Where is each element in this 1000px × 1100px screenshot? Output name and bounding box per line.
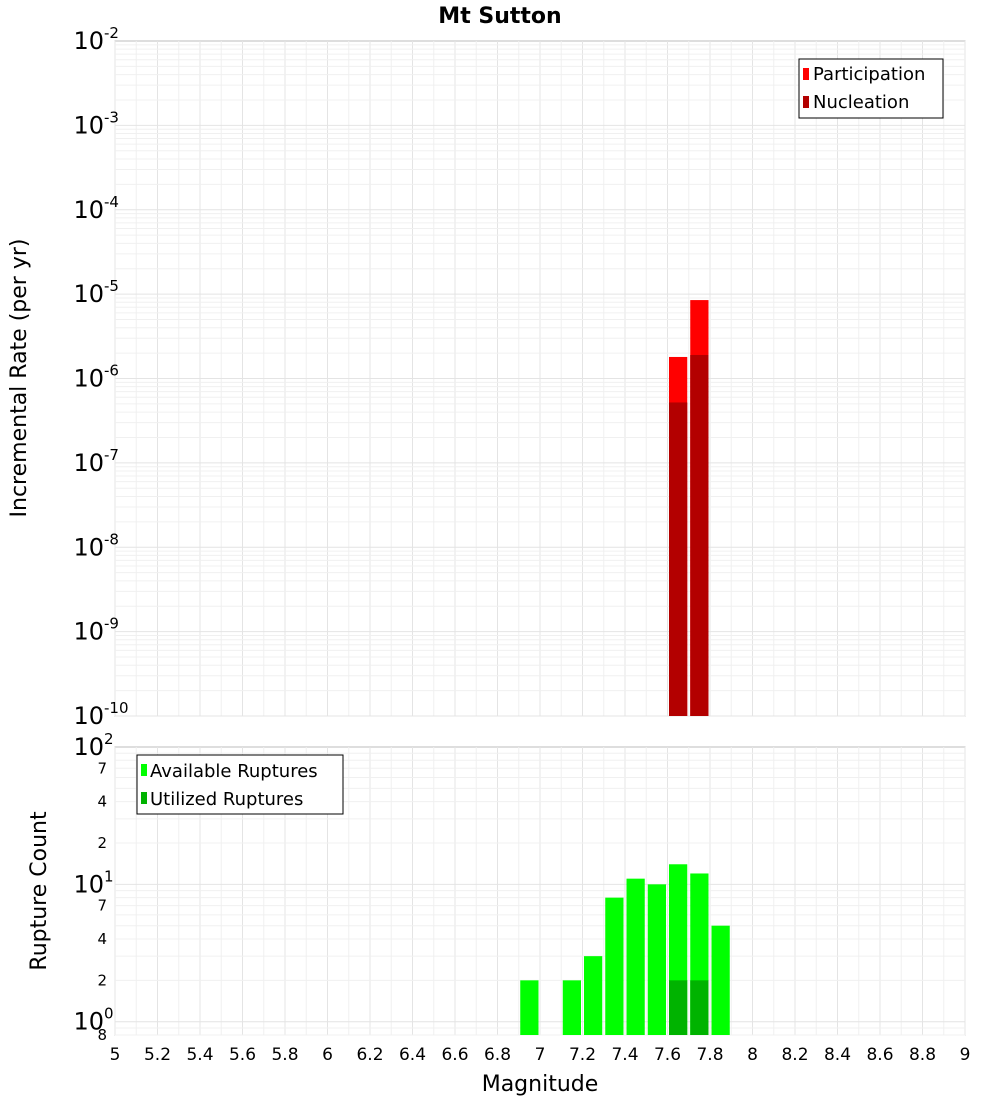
x-tick-label: 8.6 [866,1045,893,1065]
y-minor-tick-label: 4 [97,793,107,811]
y-tick-exponent: -7 [104,446,119,464]
top-grid [114,41,966,717]
y-tick-label: 10 [73,618,104,646]
count-bar-available-ruptures [647,884,666,1035]
top-legend-box [798,58,944,119]
rate-bar-nucleation [690,354,709,716]
y-tick-label: 10 [73,1008,104,1036]
x-tick-label: 5 [110,1045,121,1065]
x-tick-label: 7.4 [611,1045,638,1065]
x-tick-label: 5.4 [186,1045,213,1065]
count-bar-available-ruptures [584,956,603,1035]
legend-swatch-participation [803,68,809,80]
y-tick-label: 10 [73,449,104,477]
y-tick-label: 10 [73,365,104,393]
top-legend: Participation Nucleation [798,58,944,119]
bottom-bars [520,864,730,1035]
x-tick-label: 7.8 [696,1045,723,1065]
chart-title: Mt Sutton [438,4,561,29]
y-minor-tick-label: 8 [97,1026,107,1044]
y-tick-label: 10 [73,196,104,224]
y-tick-exponent: -8 [104,530,119,548]
x-tick-label: 6.2 [356,1045,383,1065]
count-bar-utilized-ruptures [669,980,688,1035]
bottom-legend: Available Ruptures Utilized Ruptures [136,754,344,815]
y-tick-exponent: 1 [104,867,114,885]
legend-label-utilized-ruptures: Utilized Ruptures [150,789,303,810]
x-tick-label: 6.4 [399,1045,426,1065]
x-tick-label: 8 [747,1045,758,1065]
x-tick-label: 8.4 [824,1045,851,1065]
x-tick-label: 6.8 [484,1045,511,1065]
y-tick-label: 10 [73,870,104,898]
rate-bar-nucleation [669,402,688,716]
x-tick-label: 5.6 [229,1045,256,1065]
y-tick-exponent: -9 [104,615,119,633]
count-bar-available-ruptures [711,925,730,1035]
top-bars [669,300,709,716]
legend-label-available-ruptures: Available Ruptures [150,761,318,782]
x-tick-label: 8.2 [781,1045,808,1065]
bottom-y-axis-label: Rupture Count [27,811,52,971]
y-tick-exponent: -4 [104,193,119,211]
y-tick-label: 10 [73,27,104,55]
y-tick-exponent: -2 [104,24,119,42]
y-tick-label: 10 [73,702,104,730]
y-tick-exponent: -10 [104,699,129,717]
count-bar-available-ruptures [605,897,624,1035]
legend-swatch-utilized-ruptures [141,792,147,804]
count-bar-utilized-ruptures [690,980,709,1035]
y-tick-exponent: 0 [104,1005,114,1023]
count-bar-available-ruptures [626,878,645,1035]
x-tick-label: 6 [322,1045,333,1065]
y-tick-label: 10 [73,111,104,139]
x-tick-labels: 5 5.2 5.4 5.6 5.8 6 6.2 6.4 6.6 6.8 7 7.2 7.4 7.6 7.8 8… [110,1045,971,1065]
count-bar-available-ruptures [562,980,581,1035]
count-bar-available-ruptures [520,980,539,1035]
y-minor-tick-label: 4 [97,930,107,948]
x-tick-label: 9 [960,1045,971,1065]
y-minor-tick-label: 2 [97,971,107,989]
y-tick-exponent: 2 [104,730,114,748]
x-tick-label: 7 [535,1045,546,1065]
y-minor-tick-label: 2 [97,834,107,852]
y-tick-exponent: -6 [104,362,119,380]
y-minor-tick-label: 7 [97,897,107,915]
x-axis-label: Magnitude [482,1072,599,1097]
top-y-axis-label: Incremental Rate (per yr) [7,239,32,518]
x-tick-label: 7.2 [569,1045,596,1065]
y-tick-label: 10 [73,533,104,561]
x-tick-label: 5.8 [271,1045,298,1065]
legend-swatch-available-ruptures [141,764,147,776]
x-tick-label: 7.6 [654,1045,681,1065]
legend-label-nucleation: Nucleation [813,92,909,113]
y-tick-label: 10 [73,280,104,308]
x-tick-label: 5.2 [144,1045,171,1065]
y-minor-tick-label: 7 [97,759,107,777]
x-tick-label: 6.6 [441,1045,468,1065]
y-tick-label: 10 [73,733,104,761]
bottom-legend-box [136,754,344,815]
y-tick-exponent: -3 [104,108,119,126]
legend-swatch-nucleation [803,96,809,108]
x-tick-label: 8.8 [909,1045,936,1065]
y-tick-exponent: -5 [104,277,119,295]
legend-label-participation: Participation [813,64,925,85]
